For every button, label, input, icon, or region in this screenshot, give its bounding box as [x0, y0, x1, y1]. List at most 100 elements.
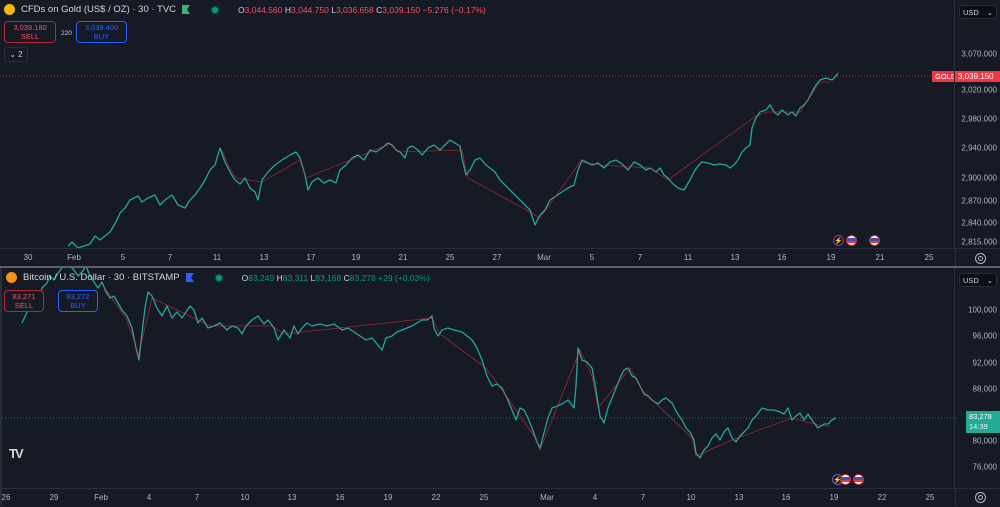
time-tick: 19: [826, 253, 836, 262]
settings-gear-icon[interactable]: [975, 253, 986, 264]
us-flag-event-icon[interactable]: [869, 235, 880, 246]
time-tick: Feb: [67, 253, 81, 262]
time-tick: 29: [49, 493, 59, 502]
gold-events[interactable]: ⚡: [833, 235, 880, 246]
time-tick: 27: [492, 253, 502, 262]
time-tick: 4: [592, 493, 598, 502]
gold-symbol-tag: GOLD: [932, 71, 960, 82]
time-tick: Feb: [94, 493, 108, 502]
market-status-icon: [212, 6, 219, 13]
gold-plot-area[interactable]: CFDs on Gold (US$ / OZ) · 30 · TVC O3,04…: [0, 0, 960, 248]
settings-gear-icon[interactable]: [975, 492, 986, 503]
collapse-indicators-button[interactable]: ⌄ 2: [4, 47, 28, 62]
time-tick: 26: [1, 493, 11, 502]
time-tick: 10: [686, 493, 696, 502]
chevron-down-icon: ⌄: [986, 275, 993, 285]
time-tick: 13: [730, 253, 740, 262]
gold-ohlc: O3,044.560 H3,044.750 L3,036.658 C3,039.…: [238, 4, 486, 15]
btc-price-scale[interactable]: USD⌄ 100,000 96,000 92,000 88,000 84,000…: [954, 268, 1000, 488]
us-flag-event-icon[interactable]: [840, 474, 851, 485]
price-tick: 2,840.000: [961, 218, 997, 228]
time-tick: 13: [259, 253, 269, 262]
time-tick: 22: [431, 493, 441, 502]
flag-icon[interactable]: [182, 5, 191, 14]
time-tick: 19: [383, 493, 393, 502]
gold-price-scale[interactable]: USD ⌄ 3,070.000 3,039.150 3,020.000 2,980…: [954, 0, 1000, 248]
time-tick: 21: [875, 253, 885, 262]
gold-candles: [0, 72, 955, 248]
gold-axis-corner: [955, 248, 1000, 267]
btc-axis-corner: [955, 488, 1000, 506]
bar-countdown: 14:39: [969, 422, 988, 431]
btc-ohlc: O83,249 H83,311 L83,168 C83,278 +29 (+0.…: [241, 272, 430, 283]
time-tick: 16: [335, 493, 345, 502]
time-tick: 7: [194, 493, 200, 502]
time-tick: 13: [287, 493, 297, 502]
time-tick: Mar: [537, 253, 551, 262]
time-tick: 16: [777, 253, 787, 262]
gold-spread: 220: [61, 30, 72, 37]
time-tick: 25: [924, 253, 934, 262]
btc-symbol-title[interactable]: Bitcoin / U.S. Dollar · 30 · BITSTAMP: [23, 272, 180, 283]
time-tick: 16: [781, 493, 791, 502]
tradingview-logo[interactable]: TV: [9, 446, 24, 461]
price-tick: 2,980.000: [961, 114, 997, 124]
time-tick: 19: [829, 493, 839, 502]
price-tick: 2,870.000: [961, 196, 997, 206]
market-status-icon: [215, 274, 222, 281]
chevron-down-icon: ⌄: [986, 7, 993, 17]
time-tick: 19: [351, 253, 361, 262]
price-tick: 2,900.000: [961, 173, 997, 183]
flag-icon[interactable]: [185, 273, 194, 282]
price-tick: 80,000: [972, 436, 997, 446]
pane-separator[interactable]: [0, 266, 1000, 268]
gold-legend: CFDs on Gold (US$ / OZ) · 30 · TVC O3,04…: [4, 4, 486, 15]
btc-time-axis[interactable]: 26 29 Feb 4 7 10 13 16 19 22 25 Mar 4 7 …: [2, 488, 957, 507]
time-tick: 25: [445, 253, 455, 262]
btc-last-price-tag: 83,278 14:39: [966, 411, 1000, 433]
time-tick: 4: [146, 493, 152, 502]
bitcoin-icon: [6, 272, 17, 283]
price-tick: 3,070.000: [961, 49, 997, 59]
gold-last-price-tag: 3,039.150: [955, 71, 1000, 82]
time-tick: 7: [637, 253, 643, 262]
time-tick: 22: [877, 493, 887, 502]
time-tick: 13: [734, 493, 744, 502]
us-flag-event-icon[interactable]: [853, 474, 864, 485]
time-tick: 5: [589, 253, 595, 262]
price-tick: 92,000: [972, 358, 997, 368]
gold-coin-icon: [4, 4, 15, 15]
currency-select[interactable]: USD ⌄: [959, 5, 997, 19]
btc-events[interactable]: ⚡: [832, 474, 864, 485]
btc-candles: [2, 268, 957, 459]
chevron-down-icon: ⌄: [9, 50, 17, 59]
price-tick: 76,000: [972, 462, 997, 472]
time-tick: 5: [120, 253, 126, 262]
time-tick: 7: [640, 493, 646, 502]
time-tick: 7: [167, 253, 173, 262]
gold-sell-button[interactable]: 3,039.180 SELL: [4, 21, 56, 43]
btc-chart-pane[interactable]: Bitcoin / U.S. Dollar · 30 · BITSTAMP O8…: [0, 268, 1000, 507]
time-tick: 30: [23, 253, 33, 262]
btc-sell-button[interactable]: 83,271 SELL: [4, 290, 44, 312]
gold-time-axis[interactable]: 30 Feb 5 7 11 13 17 19 21 25 27 Mar 5 7 …: [0, 248, 955, 267]
time-tick: Mar: [540, 493, 554, 502]
gold-chart-pane[interactable]: CFDs on Gold (US$ / OZ) · 30 · TVC O3,04…: [0, 0, 1000, 267]
price-tick: 3,020.000: [961, 85, 997, 95]
currency-select[interactable]: USD ⌄: [959, 273, 997, 287]
time-tick: 25: [479, 493, 489, 502]
btc-plot-area[interactable]: Bitcoin / U.S. Dollar · 30 · BITSTAMP O8…: [2, 268, 957, 488]
btc-legend: Bitcoin / U.S. Dollar · 30 · BITSTAMP O8…: [6, 272, 430, 283]
time-tick: 11: [683, 253, 693, 262]
us-flag-event-icon[interactable]: [846, 235, 857, 246]
gold-buy-button[interactable]: 3,039.400 BUY: [76, 21, 127, 43]
lightning-event-icon[interactable]: ⚡: [833, 235, 844, 246]
price-tick: 100,000: [968, 305, 997, 315]
price-tick: 2,940.000: [961, 143, 997, 153]
price-tick: 88,000: [972, 384, 997, 394]
btc-buy-button[interactable]: 83,272 BUY: [58, 290, 98, 312]
time-tick: 17: [306, 253, 316, 262]
gold-symbol-title[interactable]: CFDs on Gold (US$ / OZ) · 30 · TVC: [21, 4, 177, 15]
time-tick: 10: [240, 493, 250, 502]
price-tick: 96,000: [972, 331, 997, 341]
